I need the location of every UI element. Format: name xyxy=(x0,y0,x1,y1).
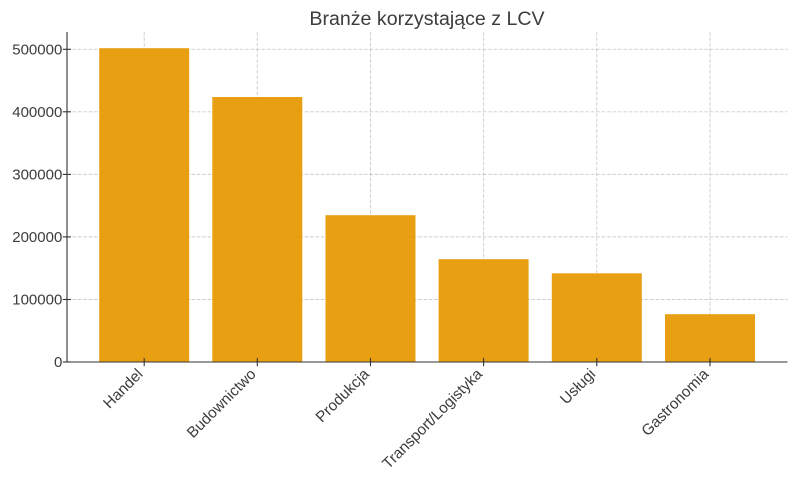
svg-text:300000: 300000 xyxy=(12,167,62,184)
svg-text:200000: 200000 xyxy=(12,229,62,246)
svg-text:100000: 100000 xyxy=(12,292,62,309)
svg-text:400000: 400000 xyxy=(12,104,62,121)
svg-text:Branże korzystające z LCV: Branże korzystające z LCV xyxy=(309,8,544,30)
svg-text:0: 0 xyxy=(54,354,62,371)
svg-text:500000: 500000 xyxy=(12,42,62,59)
